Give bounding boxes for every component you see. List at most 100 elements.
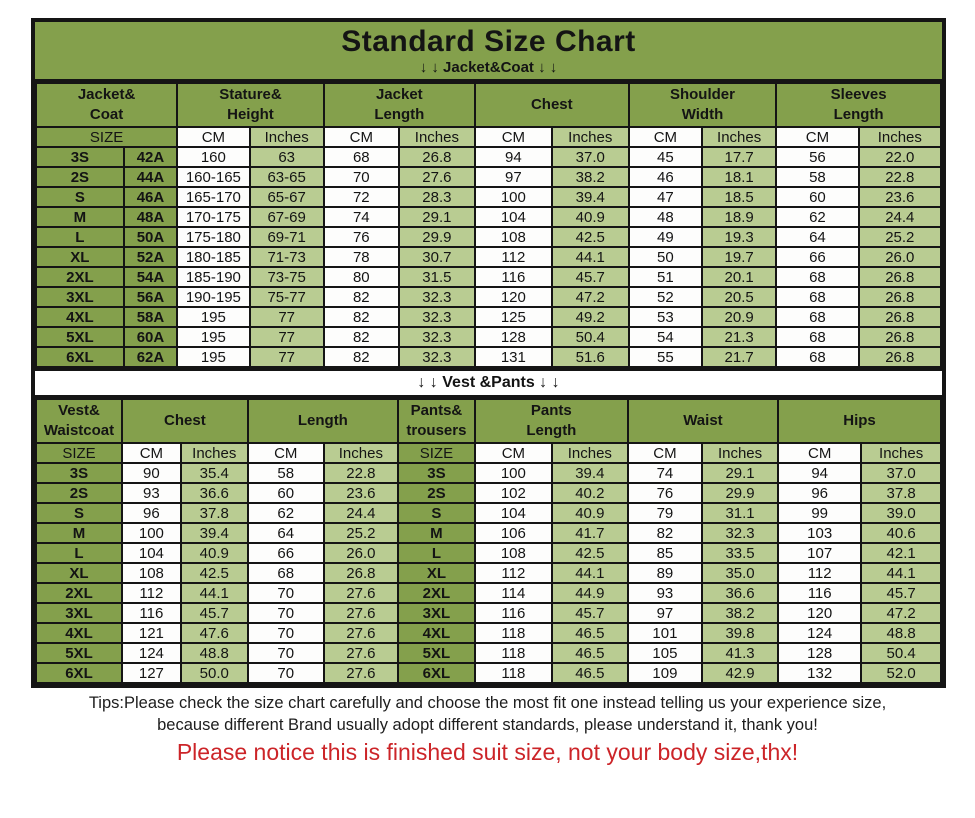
column-group-header: Stature& Height	[176, 82, 325, 128]
value-cell: 26.8	[857, 326, 943, 348]
value-cell: 46.5	[550, 642, 629, 664]
value-cell: 40.9	[550, 502, 629, 524]
size-cell: XL	[35, 246, 125, 268]
value-cell: 77	[248, 326, 325, 348]
value-cell: 50.0	[179, 662, 249, 684]
value-cell: 26.8	[857, 346, 943, 368]
column-group-header: Waist	[626, 398, 780, 444]
value-cell: 71-73	[248, 246, 325, 268]
size-cell: 56A	[122, 286, 179, 308]
value-cell: 29.9	[397, 226, 476, 248]
value-cell: 29.9	[701, 482, 780, 504]
value-cell: 50.4	[860, 642, 942, 664]
value-cell: 32.3	[397, 326, 476, 348]
value-cell: 48.8	[860, 622, 942, 644]
column-group-header: Sleeves Length	[775, 82, 942, 128]
value-cell: 18.9	[701, 206, 778, 228]
column-group-header: Chest	[120, 398, 249, 444]
value-cell: 49	[627, 226, 704, 248]
value-cell: 58	[246, 462, 325, 484]
table-row: 2S 44A 160-165 63-65 70 27.6 97 38.2 46 18.1 58 22.…	[35, 166, 943, 188]
value-cell: 77	[248, 306, 325, 328]
table-row: 3XL 56A 190-195 75-77 82 32.3 120 47.2 52 20.5 68 2…	[35, 286, 943, 308]
value-cell: 26.8	[857, 286, 943, 308]
value-cell: 44.9	[550, 582, 629, 604]
value-cell: 41.7	[550, 522, 629, 544]
table-row: 2XL 112 44.1 70 27.6 2XL 114 44.9 93 36.6 116 45.7	[35, 582, 942, 604]
size-header: SIZE	[34, 126, 179, 148]
value-cell: 108	[120, 562, 182, 584]
value-cell: 160	[176, 146, 251, 168]
value-cell: 47.2	[860, 602, 942, 624]
value-cell: 124	[120, 642, 182, 664]
value-cell: 124	[777, 622, 863, 644]
size-header: SIZE	[396, 442, 476, 464]
size-cell: S	[396, 502, 476, 524]
value-cell: 38.2	[701, 602, 780, 624]
table-row: XL 108 42.5 68 26.8 XL 112 44.1 89 35.0 112 44.1	[35, 562, 942, 584]
size-cell: 62A	[122, 346, 179, 368]
value-cell: 32.3	[701, 522, 780, 544]
value-cell: 41.3	[701, 642, 780, 664]
tips-line-1: Tips:Please check the size chart careful…	[88, 694, 887, 712]
value-cell: 35.4	[179, 462, 249, 484]
value-cell: 108	[473, 226, 553, 248]
unit-header: Inches	[397, 126, 476, 148]
column-group-header: Hips	[777, 398, 942, 444]
value-cell: 99	[777, 502, 863, 524]
value-cell: 48	[627, 206, 704, 228]
size-cell: L	[35, 226, 125, 248]
size-cell: 3XL	[35, 602, 123, 624]
value-cell: 45.7	[179, 602, 249, 624]
value-cell: 30.7	[397, 246, 476, 268]
value-cell: 40.9	[550, 206, 630, 228]
value-cell: 27.6	[322, 622, 399, 644]
value-cell: 42.1	[860, 542, 942, 564]
size-cell: 6XL	[396, 662, 476, 684]
table-row: M 48A 170-175 67-69 74 29.1 104 40.9 48 18.9 62 24.…	[35, 206, 943, 228]
value-cell: 77	[248, 346, 325, 368]
value-cell: 68	[775, 286, 860, 308]
value-cell: 74	[626, 462, 704, 484]
size-cell: 6XL	[35, 346, 125, 368]
size-cell: XL	[396, 562, 476, 584]
value-cell: 102	[473, 482, 553, 504]
value-cell: 49.2	[550, 306, 630, 328]
title-band: Standard Size Chart ↓ ↓ Jacket&Coat ↓ ↓	[35, 22, 942, 82]
value-cell: 39.8	[701, 622, 780, 644]
value-cell: 32.3	[397, 346, 476, 368]
unit-header: CM	[322, 126, 400, 148]
value-cell: 50.4	[550, 326, 630, 348]
size-cell: 5XL	[396, 642, 476, 664]
size-cell: 5XL	[35, 642, 123, 664]
value-cell: 29.1	[397, 206, 476, 228]
size-cell: M	[396, 522, 476, 544]
value-cell: 90	[120, 462, 182, 484]
value-cell: 100	[473, 462, 553, 484]
value-cell: 46.5	[550, 662, 629, 684]
value-cell: 80	[322, 266, 400, 288]
value-cell: 65-67	[248, 186, 325, 208]
value-cell: 112	[120, 582, 182, 604]
value-cell: 26.8	[397, 146, 476, 168]
column-group-header: Shoulder Width	[627, 82, 778, 128]
value-cell: 68	[775, 266, 860, 288]
value-cell: 52	[627, 286, 704, 308]
value-cell: 131	[473, 346, 553, 368]
value-cell: 22.8	[322, 462, 399, 484]
unit-header: Inches	[322, 442, 399, 464]
value-cell: 37.0	[550, 146, 630, 168]
unit-header: Inches	[857, 126, 943, 148]
value-cell: 37.8	[860, 482, 942, 504]
value-cell: 44.1	[860, 562, 942, 584]
value-cell: 25.2	[857, 226, 943, 248]
table-row: 2S 93 36.6 60 23.6 2S 102 40.2 76 29.9 96 37.8	[35, 482, 942, 504]
value-cell: 42.5	[179, 562, 249, 584]
value-cell: 60	[775, 186, 860, 208]
size-cell: 4XL	[35, 622, 123, 644]
value-cell: 104	[473, 206, 553, 228]
value-cell: 118	[473, 642, 553, 664]
value-cell: 75-77	[248, 286, 325, 308]
value-cell: 118	[473, 662, 553, 684]
value-cell: 44.1	[179, 582, 249, 604]
